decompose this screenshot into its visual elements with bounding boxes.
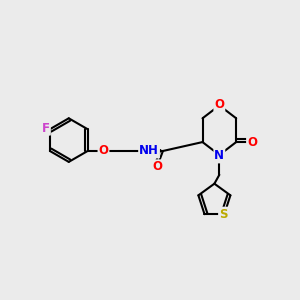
Text: O: O — [98, 145, 109, 158]
Text: F: F — [42, 122, 50, 135]
Text: O: O — [247, 136, 257, 148]
Text: O: O — [152, 160, 162, 173]
Text: N: N — [214, 149, 224, 162]
Text: O: O — [214, 98, 224, 111]
Text: NH: NH — [139, 145, 159, 158]
Text: S: S — [219, 208, 228, 221]
